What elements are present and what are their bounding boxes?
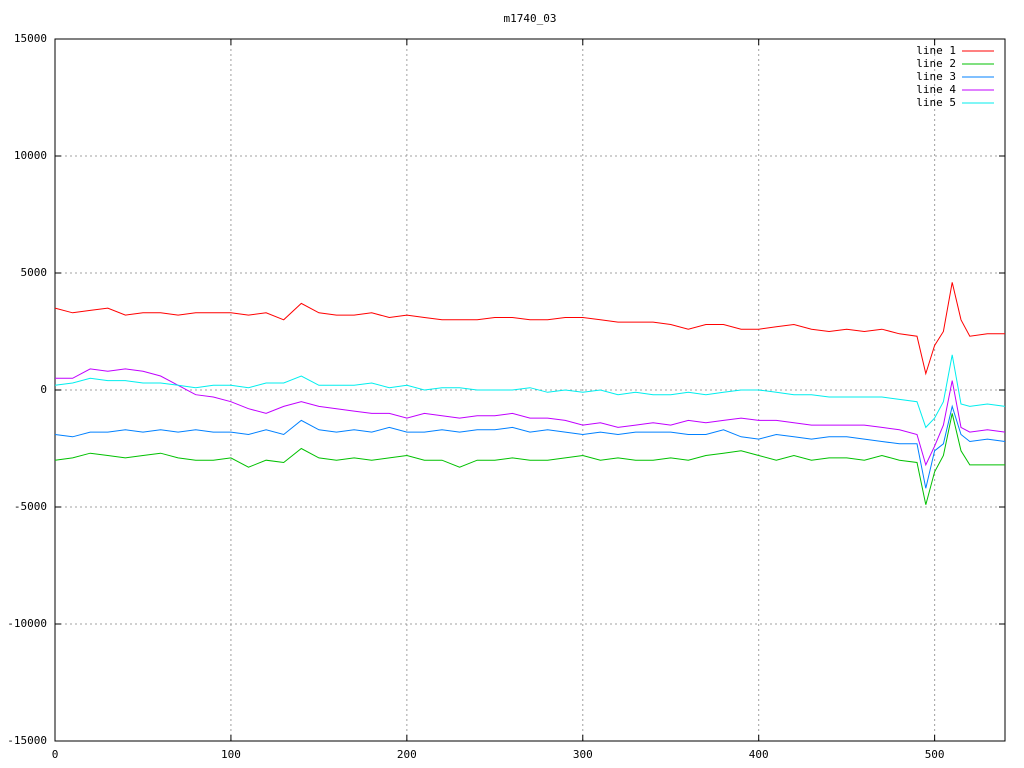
- y-tick-label: 0: [40, 383, 47, 396]
- y-tick-label: 5000: [21, 266, 48, 279]
- y-tick-label: -10000: [7, 617, 47, 630]
- x-tick-label: 500: [925, 748, 945, 761]
- plot-border: [54, 38, 1006, 742]
- series-line: [55, 368, 1006, 467]
- series-line: [54, 354, 1006, 429]
- chart-title: m1740_03: [504, 12, 557, 25]
- series-line: [54, 413, 1005, 505]
- y-tick-label: 10000: [14, 149, 47, 162]
- legend-label: line 4: [916, 83, 956, 96]
- x-tick-label: 100: [221, 748, 241, 761]
- y-tick-label: 15000: [14, 32, 47, 45]
- x-tick-label: 0: [52, 748, 59, 761]
- series-line: [54, 282, 1005, 376]
- x-tick-label: 300: [573, 748, 593, 761]
- x-tick-label: 200: [397, 748, 417, 761]
- x-tick-label: 400: [749, 748, 769, 761]
- y-tick-label: -5000: [14, 500, 47, 513]
- legend-label: line 3: [916, 70, 956, 83]
- series-line: [54, 404, 1006, 489]
- legend-label: line 1: [916, 44, 956, 57]
- y-tick-label: -15000: [7, 734, 47, 747]
- legend-label: line 5: [916, 96, 956, 109]
- legend-label: line 2: [916, 57, 956, 70]
